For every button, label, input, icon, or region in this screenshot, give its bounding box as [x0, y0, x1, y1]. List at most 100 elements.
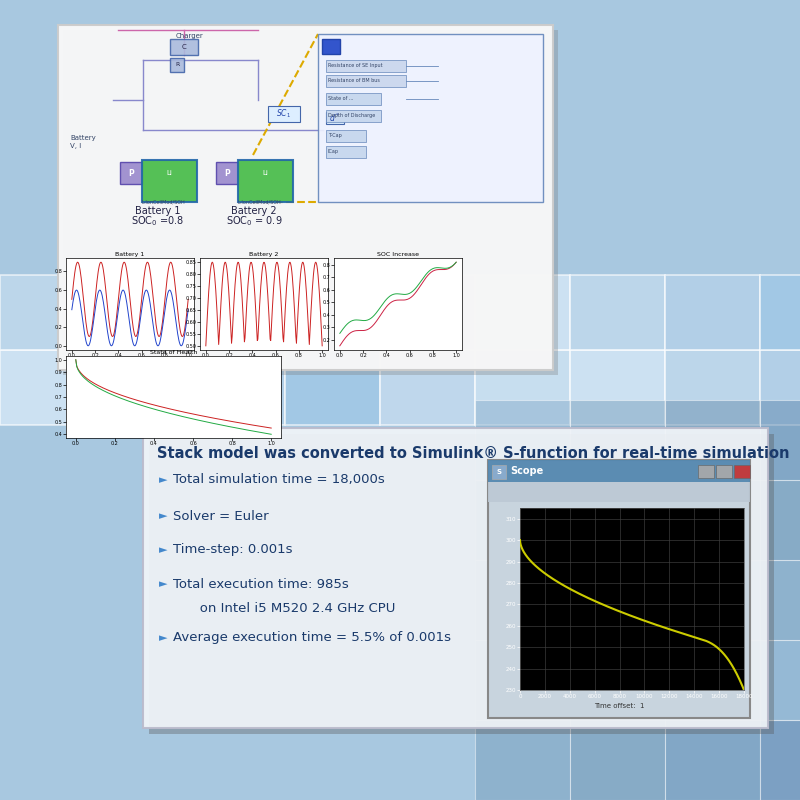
Text: Battery: Battery: [70, 135, 96, 141]
Bar: [716, 465, 732, 478]
Polygon shape: [760, 480, 800, 560]
Text: SOC$_0$ =0.8: SOC$_0$ =0.8: [131, 214, 185, 228]
Text: L-IonCellMod/SOH: L-IonCellMod/SOH: [142, 200, 186, 205]
Bar: [326, 130, 366, 142]
Title: State of Health: State of Health: [150, 350, 197, 355]
Bar: [238, 160, 293, 202]
Polygon shape: [665, 720, 760, 800]
Polygon shape: [475, 275, 570, 350]
Bar: [488, 482, 750, 502]
Text: R: R: [175, 62, 179, 67]
Bar: [326, 75, 406, 87]
Text: Battery 2: Battery 2: [231, 206, 277, 216]
Polygon shape: [760, 640, 800, 720]
Polygon shape: [570, 560, 665, 640]
Bar: [58, 25, 553, 370]
Bar: [492, 465, 506, 479]
Bar: [326, 93, 381, 105]
Bar: [149, 434, 774, 734]
Polygon shape: [475, 480, 570, 560]
Bar: [734, 465, 750, 478]
Polygon shape: [760, 560, 800, 640]
Bar: [120, 162, 142, 184]
Text: Time-step: 0.001s: Time-step: 0.001s: [173, 543, 293, 557]
Text: Total execution time: 985s: Total execution time: 985s: [173, 578, 349, 590]
Text: P: P: [128, 169, 134, 178]
Title: SOC Increase: SOC Increase: [377, 252, 419, 257]
Text: C: C: [182, 44, 186, 50]
Bar: [170, 39, 198, 55]
Text: Charger: Charger: [176, 33, 204, 39]
Text: Stack model was converted to Simulink® S-function for real-time simulation: Stack model was converted to Simulink® S…: [157, 446, 790, 461]
Text: P: P: [224, 169, 230, 178]
Polygon shape: [570, 275, 665, 350]
Text: Time offset:  1: Time offset: 1: [594, 703, 644, 709]
Polygon shape: [760, 400, 800, 480]
Polygon shape: [665, 560, 760, 640]
Polygon shape: [665, 275, 760, 350]
Bar: [142, 160, 197, 202]
Text: $SC_1$: $SC_1$: [277, 108, 291, 120]
Bar: [268, 106, 300, 122]
Bar: [488, 460, 750, 718]
Polygon shape: [285, 275, 380, 350]
Polygon shape: [665, 350, 760, 425]
Text: ►: ►: [159, 579, 167, 589]
Polygon shape: [665, 640, 760, 720]
Text: ►: ►: [159, 633, 167, 643]
Polygon shape: [760, 720, 800, 800]
Text: Average execution time = 5.5% of 0.001s: Average execution time = 5.5% of 0.001s: [173, 631, 451, 645]
Polygon shape: [570, 400, 665, 480]
Text: Solver = Euler: Solver = Euler: [173, 510, 269, 522]
Title: Battery 2: Battery 2: [250, 252, 278, 257]
Polygon shape: [475, 720, 570, 800]
Text: V, I: V, I: [70, 143, 82, 149]
Text: Resistance of BM bus: Resistance of BM bus: [328, 78, 380, 83]
Polygon shape: [95, 350, 190, 425]
Bar: [143, 428, 768, 728]
Text: ►: ►: [159, 545, 167, 555]
Text: Total simulation time = 18,000s: Total simulation time = 18,000s: [173, 474, 385, 486]
Polygon shape: [380, 275, 475, 350]
Text: Scope: Scope: [510, 466, 543, 476]
Bar: [326, 112, 344, 124]
Polygon shape: [475, 560, 570, 640]
Text: ►: ►: [159, 511, 167, 521]
Bar: [326, 146, 366, 158]
Bar: [488, 460, 750, 482]
Text: on Intel i5 M520 2.4 GHz CPU: on Intel i5 M520 2.4 GHz CPU: [187, 602, 395, 614]
Text: T-Cap: T-Cap: [328, 134, 342, 138]
Polygon shape: [760, 350, 800, 425]
Text: Li: Li: [262, 170, 268, 176]
Text: S: S: [497, 469, 502, 475]
Polygon shape: [570, 720, 665, 800]
Polygon shape: [0, 275, 95, 350]
Text: Resistance of SE Input: Resistance of SE Input: [328, 63, 382, 69]
Polygon shape: [665, 400, 760, 480]
Bar: [63, 30, 558, 375]
Bar: [318, 34, 543, 202]
Text: State of ...: State of ...: [328, 97, 354, 102]
Polygon shape: [285, 350, 380, 425]
Polygon shape: [380, 350, 475, 425]
Text: L-IonCellMod/SOH: L-IonCellMod/SOH: [238, 200, 282, 205]
Polygon shape: [190, 275, 285, 350]
Polygon shape: [190, 350, 285, 425]
Text: ►: ►: [159, 475, 167, 485]
Polygon shape: [475, 350, 570, 425]
Bar: [170, 58, 184, 72]
Title: Battery 1: Battery 1: [115, 252, 145, 257]
Text: ICap: ICap: [328, 150, 339, 154]
Polygon shape: [570, 480, 665, 560]
Polygon shape: [95, 275, 190, 350]
Bar: [216, 162, 238, 184]
Bar: [322, 39, 340, 54]
Text: Li: Li: [166, 170, 172, 176]
Text: Depth of Discharge: Depth of Discharge: [328, 114, 375, 118]
Polygon shape: [760, 275, 800, 350]
Bar: [326, 60, 406, 72]
Polygon shape: [665, 480, 760, 560]
Text: $d^*$: $d^*$: [330, 112, 341, 124]
Text: Battery 1: Battery 1: [135, 206, 181, 216]
Polygon shape: [0, 350, 95, 425]
